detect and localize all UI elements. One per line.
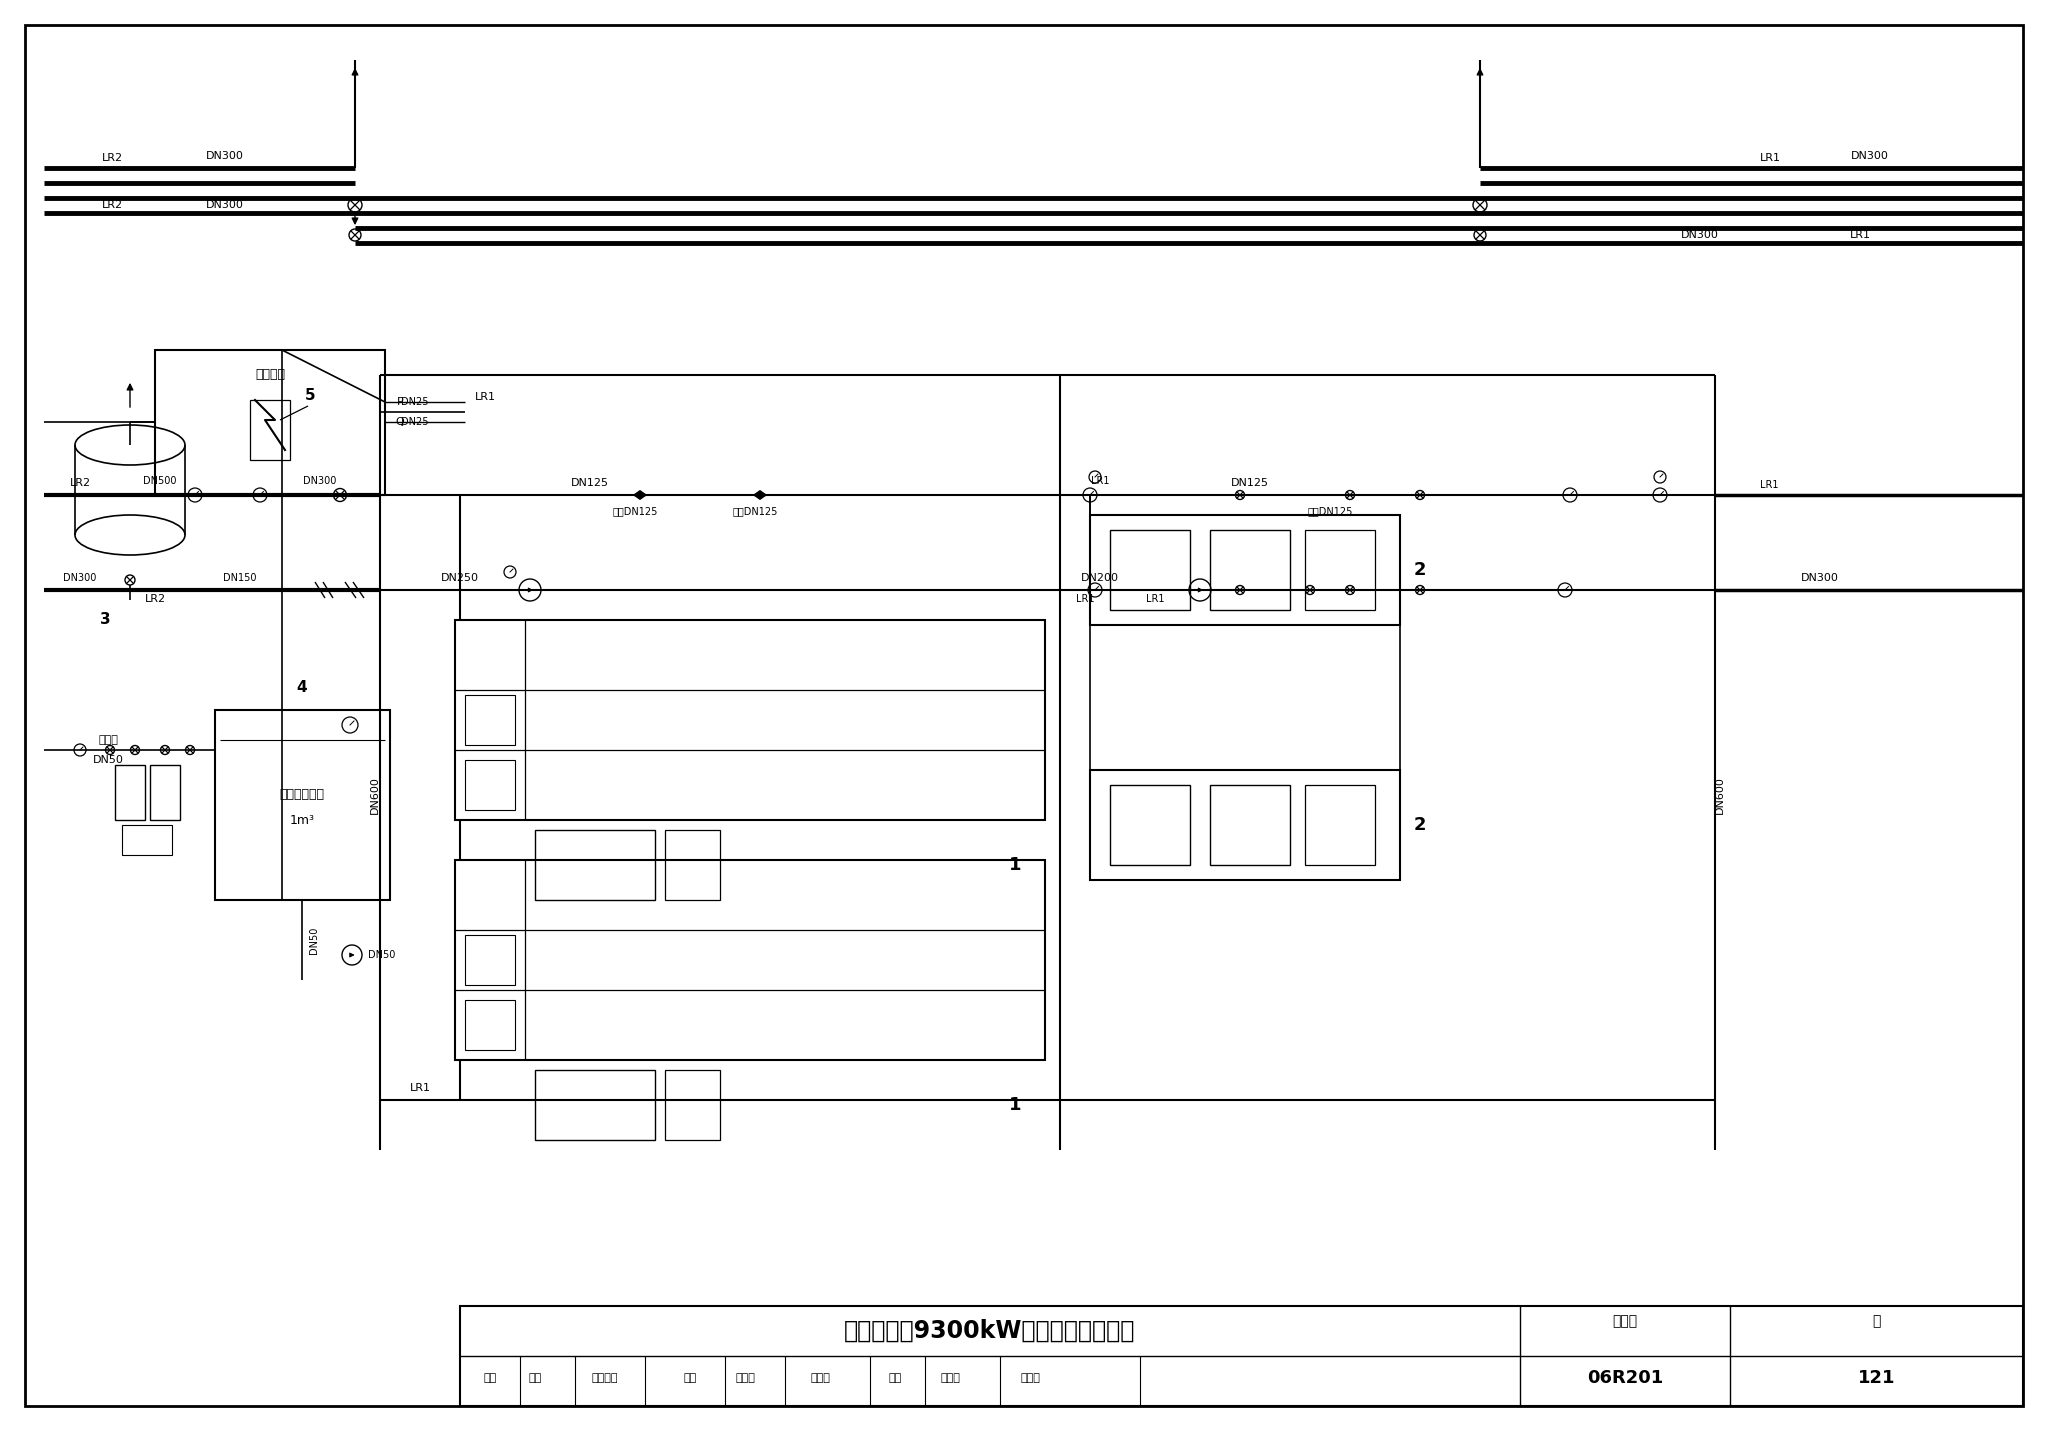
Text: DN25: DN25 [401,396,428,406]
Text: 陈洁琼: 陈洁琼 [940,1372,961,1382]
Text: 陈洁明: 陈洁明 [1020,1372,1040,1382]
Polygon shape [639,491,645,499]
Bar [455,620,1044,820]
Bar [1305,786,1374,864]
Text: 图集号: 图集号 [1612,1314,1638,1328]
Bar [1210,529,1290,610]
Bar [123,826,172,854]
Bar [150,766,180,820]
Text: DN25: DN25 [401,416,428,426]
Text: 吴京龙: 吴京龙 [735,1372,756,1382]
Text: LR1: LR1 [1145,594,1163,604]
Bar [215,710,389,900]
Text: 控制单元: 控制单元 [256,369,285,382]
Bar [455,860,1044,1060]
Text: 蝶阀DN125: 蝶阀DN125 [733,507,778,517]
Bar [465,1000,514,1050]
Bar [156,351,385,495]
Text: LR1: LR1 [1075,594,1094,604]
Text: DN300: DN300 [207,200,244,210]
Text: 4: 4 [297,681,307,695]
Text: LR1: LR1 [1092,477,1110,487]
Polygon shape [754,491,760,499]
Text: 赵俊: 赵俊 [528,1372,541,1382]
Text: 蒋宇龙: 蒋宇龙 [811,1372,829,1382]
Text: DN600: DN600 [371,776,381,814]
Text: 审核: 审核 [483,1372,496,1382]
Bar [1305,529,1374,610]
Text: 校对: 校对 [684,1372,696,1382]
Text: DN200: DN200 [1081,572,1118,582]
Text: 3: 3 [100,612,111,628]
Text: 页: 页 [1872,1314,1880,1328]
Text: 1: 1 [1010,1096,1022,1113]
Bar [666,830,721,900]
Text: DN50: DN50 [309,926,319,953]
Polygon shape [760,491,766,499]
Text: 蝶阀DN125: 蝶阀DN125 [1307,507,1352,517]
Text: DN50: DN50 [369,950,395,960]
Bar [1110,529,1190,610]
Text: 一赵伃秦: 一赵伃秦 [592,1372,618,1382]
Text: Q: Q [395,416,403,426]
Text: DN300: DN300 [63,572,96,582]
Bar [115,766,145,820]
Text: LR1: LR1 [410,1083,430,1093]
Text: DN300: DN300 [1681,230,1718,240]
Text: DN300: DN300 [1851,152,1888,162]
Text: DN600: DN600 [1714,776,1724,814]
Text: P: P [397,396,403,406]
Bar [1090,515,1401,625]
Text: DN125: DN125 [571,478,608,488]
Bar [1090,770,1401,880]
Bar [465,934,514,985]
Text: 不锈钢软水箱: 不锈钢软水箱 [279,788,324,801]
Text: LR1: LR1 [1849,230,1870,240]
Text: DN300: DN300 [303,477,336,487]
Text: DN125: DN125 [1231,478,1270,488]
Text: DN300: DN300 [207,152,244,162]
Text: DN50: DN50 [92,756,123,766]
Text: DN500: DN500 [143,477,176,487]
Bar [461,1307,2023,1407]
Text: 2: 2 [1413,816,1425,834]
Bar [465,695,514,746]
Text: 2: 2 [1413,561,1425,580]
Text: DN300: DN300 [1800,572,1839,582]
Bar [666,1070,721,1141]
Text: 设计: 设计 [889,1372,901,1382]
Text: 5: 5 [305,388,315,402]
Text: DN150: DN150 [223,572,256,582]
Text: LR2: LR2 [102,200,123,210]
Text: LR2: LR2 [102,153,123,163]
Text: DN250: DN250 [440,572,479,582]
Text: 1m³: 1m³ [289,813,315,827]
Text: 1: 1 [1010,856,1022,874]
Bar [250,401,291,459]
Text: 自来水: 自来水 [98,736,119,746]
Bar [465,760,514,810]
Text: 121: 121 [1858,1369,1894,1387]
Bar [535,1070,655,1141]
Bar [535,830,655,900]
Text: LR1: LR1 [475,392,496,402]
Bar [1110,786,1190,864]
Text: LR2: LR2 [145,594,166,604]
Text: LR1: LR1 [1759,153,1780,163]
Text: 蝶阀DN125: 蝶阀DN125 [612,507,657,517]
Text: 06R201: 06R201 [1587,1369,1663,1387]
Text: LR2: LR2 [70,478,90,488]
Text: LR1: LR1 [1759,479,1778,489]
Bar [1210,786,1290,864]
Text: 总装机容量9300kW空调水系统流程图: 总装机容量9300kW空调水系统流程图 [844,1319,1137,1344]
Polygon shape [635,491,639,499]
